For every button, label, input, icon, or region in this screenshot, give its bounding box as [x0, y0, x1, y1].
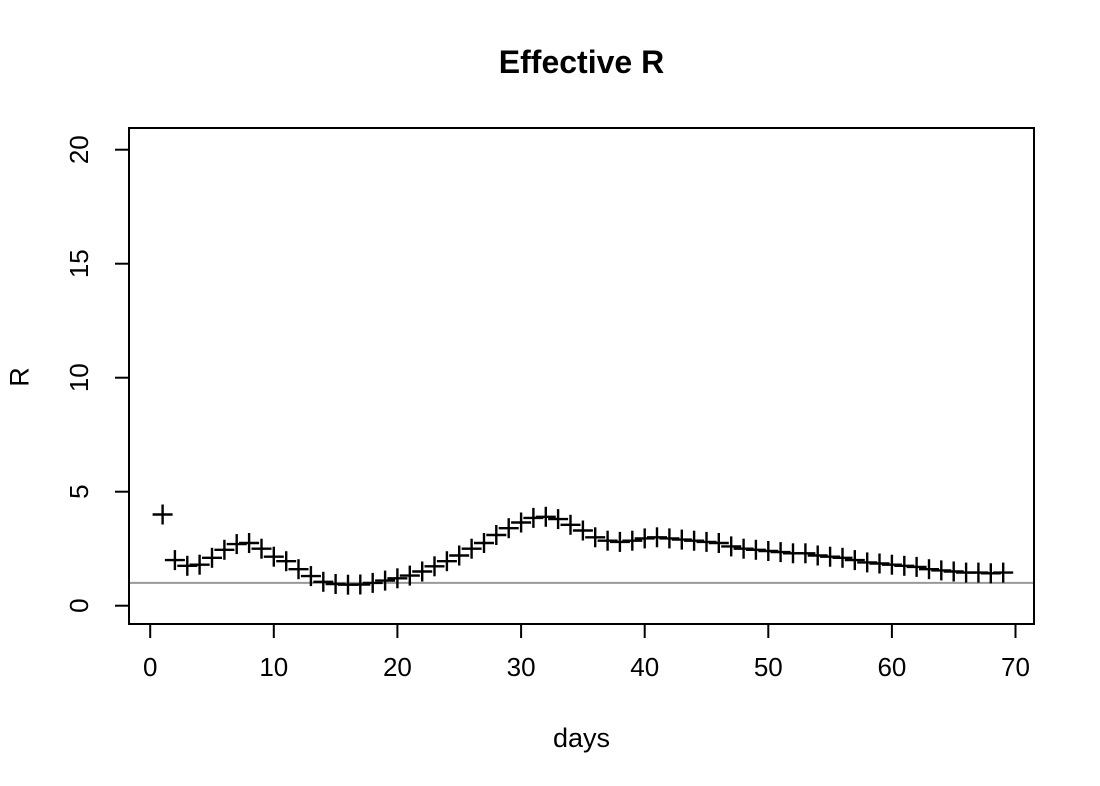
data-point [350, 574, 371, 595]
data-point [375, 570, 396, 591]
data-point [313, 571, 334, 592]
data-point [572, 520, 593, 541]
x-axis-tick-label: 20 [383, 652, 412, 682]
data-point [412, 561, 433, 582]
data-point [844, 550, 865, 571]
data-point [164, 550, 185, 571]
x-axis-tick-label: 50 [754, 652, 783, 682]
data-point [152, 504, 173, 525]
data-point [449, 545, 470, 566]
data-point [560, 514, 581, 535]
data-point [461, 538, 482, 559]
data-point [214, 539, 235, 560]
data-point [795, 543, 816, 564]
data-point [239, 533, 260, 553]
data-point [436, 551, 457, 572]
data-point [288, 559, 309, 580]
data-point [276, 551, 297, 572]
data-point [993, 562, 1014, 583]
chart-title: Effective R [498, 44, 665, 80]
x-axis-label: days [552, 723, 611, 753]
data-point [721, 536, 742, 557]
data-point [300, 566, 321, 587]
data-point [708, 533, 729, 553]
data-point [511, 512, 532, 533]
y-axis-tick-label: 10 [64, 363, 94, 392]
x-axis-tick-label: 10 [259, 652, 288, 682]
x-axis-tick-label: 30 [507, 652, 536, 682]
data-point [202, 547, 222, 568]
data-point [535, 506, 556, 527]
y-axis-tick-label: 20 [64, 135, 94, 164]
data-point [251, 538, 272, 559]
data-point [189, 554, 210, 575]
x-axis-tick-label: 60 [877, 652, 906, 682]
data-point [906, 556, 927, 577]
data-point [622, 530, 643, 551]
data-point [424, 556, 445, 577]
data-point [362, 572, 383, 593]
data-point [548, 509, 569, 530]
x-axis-tick-label: 40 [630, 652, 659, 682]
x-axis-tick-label: 70 [1001, 652, 1030, 682]
y-axis-tick-label: 5 [64, 484, 94, 498]
data-point [585, 527, 606, 548]
data-point [387, 568, 408, 589]
data-point [263, 546, 284, 567]
y-axis-tick-label: 0 [64, 598, 94, 612]
data-point [832, 547, 853, 568]
data-point [399, 565, 420, 586]
data-point [486, 525, 507, 545]
data-point [498, 518, 519, 539]
y-axis-tick-label: 15 [64, 249, 94, 278]
plot-box [128, 127, 1035, 625]
data-point [474, 533, 494, 553]
x-axis-tick-label: 0 [143, 652, 157, 682]
